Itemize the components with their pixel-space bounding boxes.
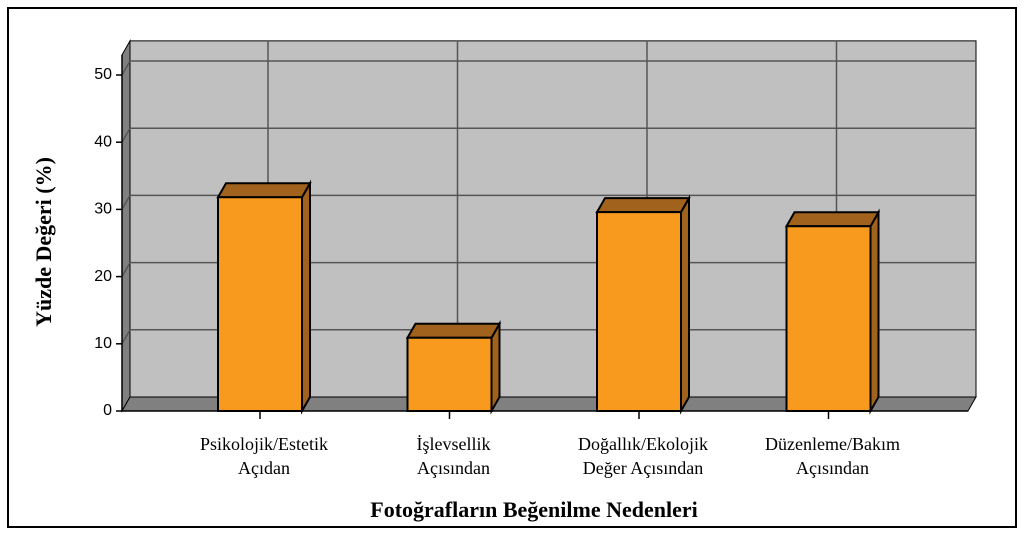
bar-face (217, 196, 303, 412)
y-tick-label: 10 (94, 335, 112, 352)
bar (216, 179, 312, 415)
bar-face (784, 211, 881, 228)
bar-face (596, 211, 682, 412)
x-tick-label: Açısından (417, 458, 490, 478)
bar (784, 208, 881, 415)
y-tick-label: 30 (94, 201, 112, 218)
grid-line-side (121, 329, 131, 345)
bar-face (216, 182, 312, 199)
grid-line-side (121, 262, 131, 277)
bar-face (405, 322, 502, 339)
bar (405, 319, 502, 415)
x-tick-label: Psikolojik/Estetik (200, 434, 328, 454)
bar-face (406, 336, 493, 412)
bar (595, 194, 691, 415)
bar-face (785, 225, 872, 412)
grid-line-side (121, 195, 131, 210)
bar-face (301, 179, 311, 415)
x-axis-title: Fotoğrafların Beğenilme Nedenleri (370, 497, 697, 522)
y-tick-label: 50 (94, 66, 112, 83)
bar-face (680, 194, 690, 415)
side-wall (121, 38, 131, 413)
x-tick-label: Açıdan (238, 458, 290, 478)
x-tick-label: Düzenleme/Bakım (765, 434, 900, 454)
grid-line-side (121, 127, 131, 143)
x-tick-label: Açısından (796, 458, 869, 478)
x-tick-label: İşlevsellik (417, 434, 491, 454)
x-tick-label: Değer Açısından (583, 458, 703, 478)
y-tick-label: 0 (103, 402, 112, 419)
y-tick-label: 20 (94, 268, 112, 285)
y-axis-title: Yüzde Değeri (%) (31, 157, 56, 327)
grid-line-side (121, 60, 131, 76)
bar-face (869, 208, 880, 415)
y-tick-label: 40 (94, 133, 112, 150)
bar-face (595, 197, 691, 214)
x-tick-label: Doğallık/Ekolojik (578, 434, 708, 454)
